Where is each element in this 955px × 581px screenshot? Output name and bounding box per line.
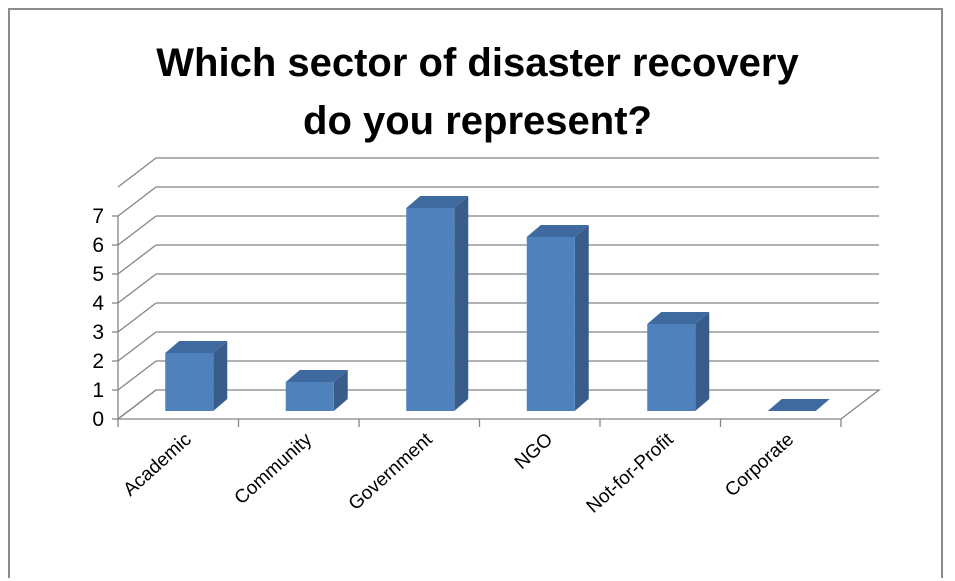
x-category-label: Government: [345, 429, 437, 515]
bar-side: [454, 196, 469, 411]
bar-front: [165, 353, 214, 411]
bar-top: [767, 399, 830, 411]
bar-side: [333, 370, 348, 411]
bar-ngo: [526, 225, 589, 411]
bar-front: [285, 382, 334, 411]
y-tick-label: 3: [92, 321, 104, 344]
bar-government: [406, 196, 469, 411]
bar-side: [695, 312, 710, 411]
bar-top: [165, 341, 228, 353]
chart-title: Which sector of disaster recovery do you…: [156, 41, 799, 143]
gridline-diagonal: [117, 215, 157, 246]
gridline-diagonal: [117, 360, 157, 391]
gridlines: [116, 157, 881, 420]
gridline-diagonal: [117, 157, 157, 188]
y-tick-label: 2: [92, 350, 104, 373]
y-tick-label: 6: [92, 234, 104, 257]
x-category-label: Academic: [120, 429, 196, 500]
bar-top: [647, 312, 710, 324]
bar-front: [526, 237, 575, 411]
x-category-label: Not-for-Profit: [583, 429, 678, 518]
x-category-label: NGO: [511, 429, 557, 474]
gridline-diagonal: [117, 186, 157, 217]
bar-not-for-profit: [647, 312, 710, 411]
chart-floor: [116, 389, 881, 420]
gridline-diagonal: [117, 273, 157, 304]
y-tick-label: 1: [92, 379, 104, 402]
x-category-label: Community: [231, 429, 317, 509]
y-axis: 0 1 2 3 4 5 6 7: [92, 205, 842, 431]
y-tick-label: 7: [92, 205, 104, 228]
bars: [165, 196, 830, 411]
bar-top: [526, 225, 589, 237]
bar-front: [647, 324, 696, 411]
gridline-diagonal: [117, 244, 157, 275]
gridline-diagonal: [117, 302, 157, 333]
y-tick-label: 4: [92, 292, 104, 315]
y-tick-label: 0: [92, 408, 104, 431]
gridline-diagonal: [117, 331, 157, 362]
y-tick-label: 5: [92, 263, 104, 286]
bar-side: [213, 341, 228, 411]
chart-frame: [8, 8, 943, 578]
bar-side: [574, 225, 589, 411]
bar-corporate: [767, 399, 830, 411]
bar-top: [406, 196, 469, 208]
bar-academic: [165, 341, 228, 411]
x-category-label: Corporate: [721, 429, 798, 501]
bar-front: [406, 208, 455, 411]
bar-community: [285, 370, 348, 411]
x-axis-labels: Academic Community Government NGO Not-for-Pr…: [120, 429, 799, 518]
bar-top: [285, 370, 348, 382]
